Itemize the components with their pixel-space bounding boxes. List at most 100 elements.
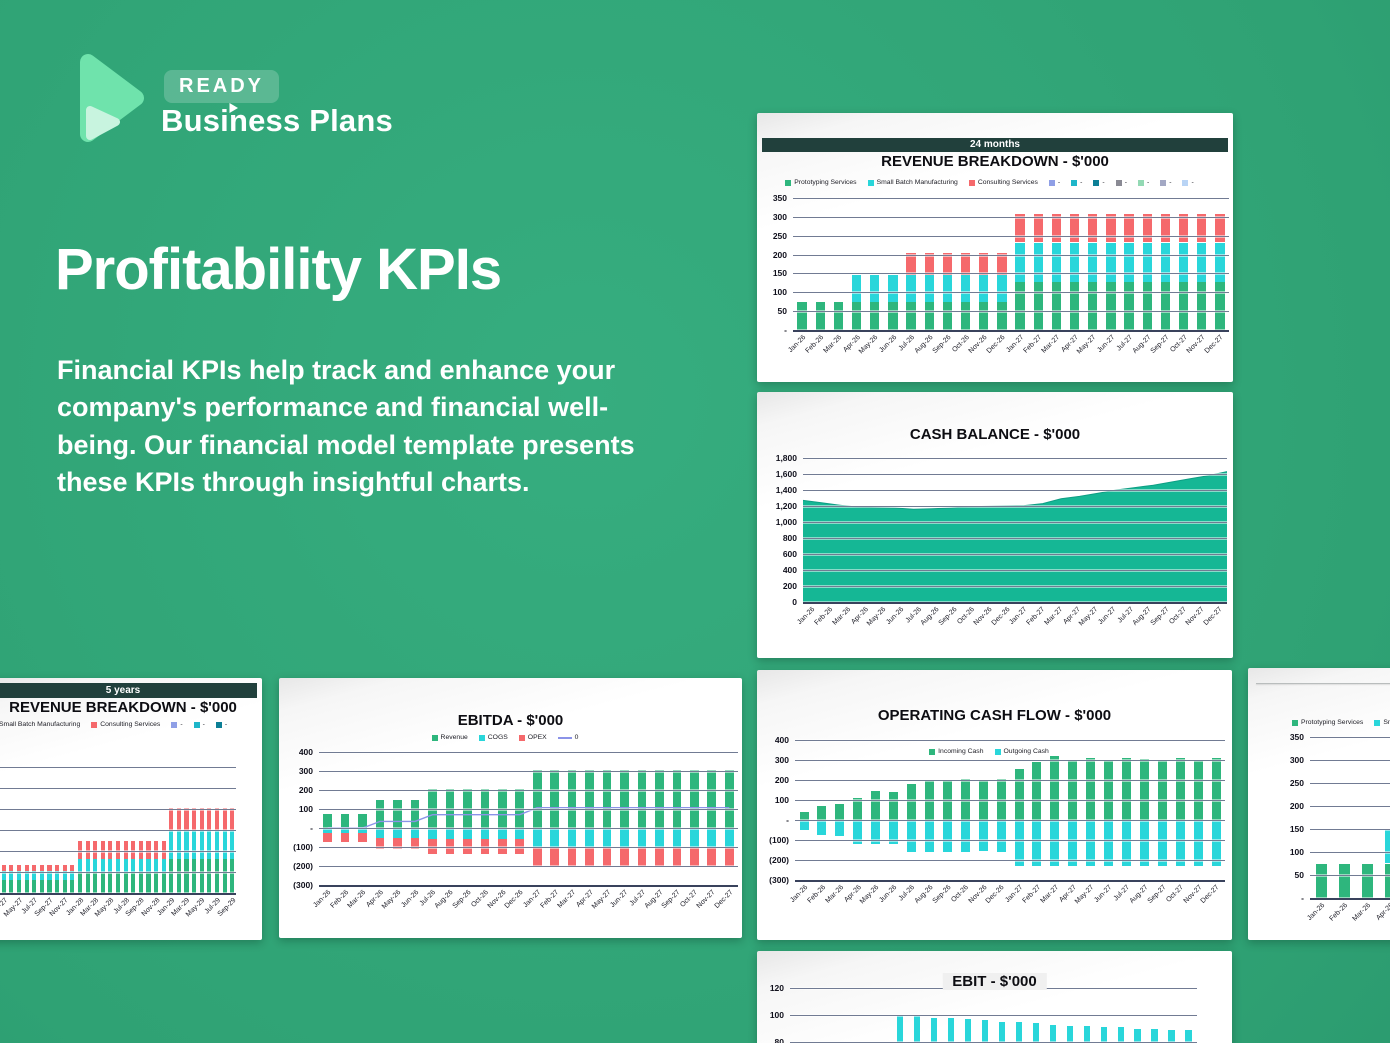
card-ebit: EBIT - $'000 12010080604020- — [757, 951, 1232, 1043]
bar-segment — [176, 831, 181, 860]
legend-item: Prototyping Services — [785, 179, 857, 186]
x-axis-label: Dec-26 — [990, 606, 1012, 627]
bar-segment — [9, 870, 14, 881]
legend-item: - — [1182, 179, 1194, 186]
bar-segment — [1088, 214, 1098, 243]
bar-segment — [1160, 242, 1171, 283]
page-title: Profitability KPIs — [55, 237, 502, 302]
bar-segment — [1338, 863, 1351, 898]
y-axis-label: (200) — [769, 855, 789, 865]
x-axis-label: May-26 — [859, 884, 881, 906]
x-axis-label: Aug-27 — [1131, 334, 1153, 355]
y-axis-label: 400 — [298, 747, 313, 757]
y-axis-label: 200 — [782, 581, 797, 591]
bar-segment — [871, 790, 881, 820]
bar-segment — [340, 832, 350, 843]
bar-segment — [184, 808, 189, 832]
bar-segment — [602, 769, 612, 828]
legend-swatch — [431, 734, 438, 741]
bar-segment — [55, 870, 60, 881]
card-ebitda: EBITDA - $'000 Revenue COGS OPEX 0 400 300 20… — [279, 678, 742, 938]
bar-segment — [77, 859, 82, 874]
bar-segment — [960, 301, 971, 330]
gridline — [803, 522, 1227, 523]
bar-segment — [620, 828, 629, 848]
bar-segment — [1197, 214, 1207, 243]
bar-segment — [960, 252, 971, 275]
gridline — [795, 780, 1225, 781]
x-axis-label: May-27 — [1076, 334, 1098, 356]
legend-label: - — [224, 721, 228, 728]
gridline — [803, 506, 1227, 507]
brand-play-logo-icon — [80, 54, 144, 142]
x-axis-label: Sep-26 — [931, 884, 953, 905]
x-axis-label: Dec-26 — [985, 334, 1007, 355]
bar-segment — [1193, 760, 1203, 820]
bar-segment — [1215, 282, 1225, 330]
y-axis-label: 300 — [298, 766, 313, 776]
gridline — [793, 311, 1229, 313]
bar-segment — [567, 848, 577, 866]
bar-segment — [1088, 242, 1098, 283]
legend-label: - — [1146, 179, 1150, 186]
bar-segment — [1, 870, 6, 881]
bar-segment — [1104, 760, 1114, 820]
bar-segment — [24, 870, 29, 881]
x-axis-label: Feb-26 — [1328, 902, 1350, 923]
legend-label: - — [180, 721, 183, 728]
bar-segment — [1157, 760, 1167, 820]
bar-segment — [585, 828, 594, 848]
x-axis-label: Mar-27 — [1040, 334, 1062, 355]
x-axis-label: Nov-26 — [967, 884, 989, 905]
bar-segment — [214, 831, 220, 860]
bar-segment — [230, 859, 235, 893]
bar-segment — [445, 828, 455, 839]
x-axis-label: Jun-26 — [399, 889, 420, 910]
bar-segment — [138, 859, 143, 874]
x-axis-label: Feb-27 — [1025, 606, 1047, 627]
bar-segment — [123, 840, 128, 860]
chart-legend: Revenue COGS OPEX 0 — [279, 734, 742, 741]
chart-title: REVENUE BREAKDOWN - $'000 — [881, 153, 1109, 170]
bar-segment — [480, 838, 490, 854]
bar-segment — [870, 301, 880, 330]
bar-segment — [176, 808, 181, 832]
legend-item: - — [193, 721, 205, 728]
chart-plot: 400 300 200 100 - (100) (200) (300) Jan-26 Feb-26… — [293, 747, 738, 910]
bar-segment — [1175, 758, 1185, 820]
y-axis-label: - — [310, 823, 313, 833]
bar-segment — [393, 837, 402, 849]
bar-segment — [115, 873, 121, 893]
bar-segment — [192, 831, 197, 860]
x-axis-label: Jun-27 — [609, 889, 630, 910]
gridline — [795, 880, 1225, 882]
legend-swatch — [1137, 179, 1144, 186]
line-series — [327, 807, 730, 829]
bar-segment — [1157, 820, 1167, 866]
x-axis-label: Mar-26 — [822, 334, 844, 355]
legend-swatch — [929, 748, 936, 755]
bar-segment — [1015, 282, 1025, 330]
bar-segment — [108, 859, 113, 874]
y-axis-label: 150 — [772, 268, 787, 279]
bar-segment — [154, 840, 159, 860]
gridline — [793, 198, 1229, 199]
bar-segment — [960, 778, 970, 820]
chart-legend: Prototyping Services Small Batch Manufact… — [1292, 719, 1390, 726]
chart-plot: Mar-27 May-27 Jul-27 Sep-27 Nov-27 Jan-28 Mar-… — [0, 767, 237, 918]
y-axis-label: 200 — [1289, 801, 1304, 811]
bar-segment — [1315, 863, 1328, 898]
x-axis-label: Mar-26 — [346, 889, 368, 910]
x-axis-label: Apr-26 — [1375, 902, 1390, 922]
chart-plot: 400 300 200 100 - (100) (200) (300) Jan-26 Feb-26… — [769, 735, 1225, 905]
bar-segment — [585, 848, 594, 866]
bar-segment — [924, 274, 934, 302]
x-axis-label: Jan-26 — [788, 884, 809, 905]
bar-segment — [906, 301, 916, 330]
bar-segment — [1015, 1021, 1023, 1043]
bar-segment — [567, 828, 577, 848]
area-series — [803, 471, 1227, 602]
legend-item: - — [1071, 179, 1082, 186]
gridline — [0, 767, 236, 768]
bar-segment — [930, 1017, 938, 1043]
